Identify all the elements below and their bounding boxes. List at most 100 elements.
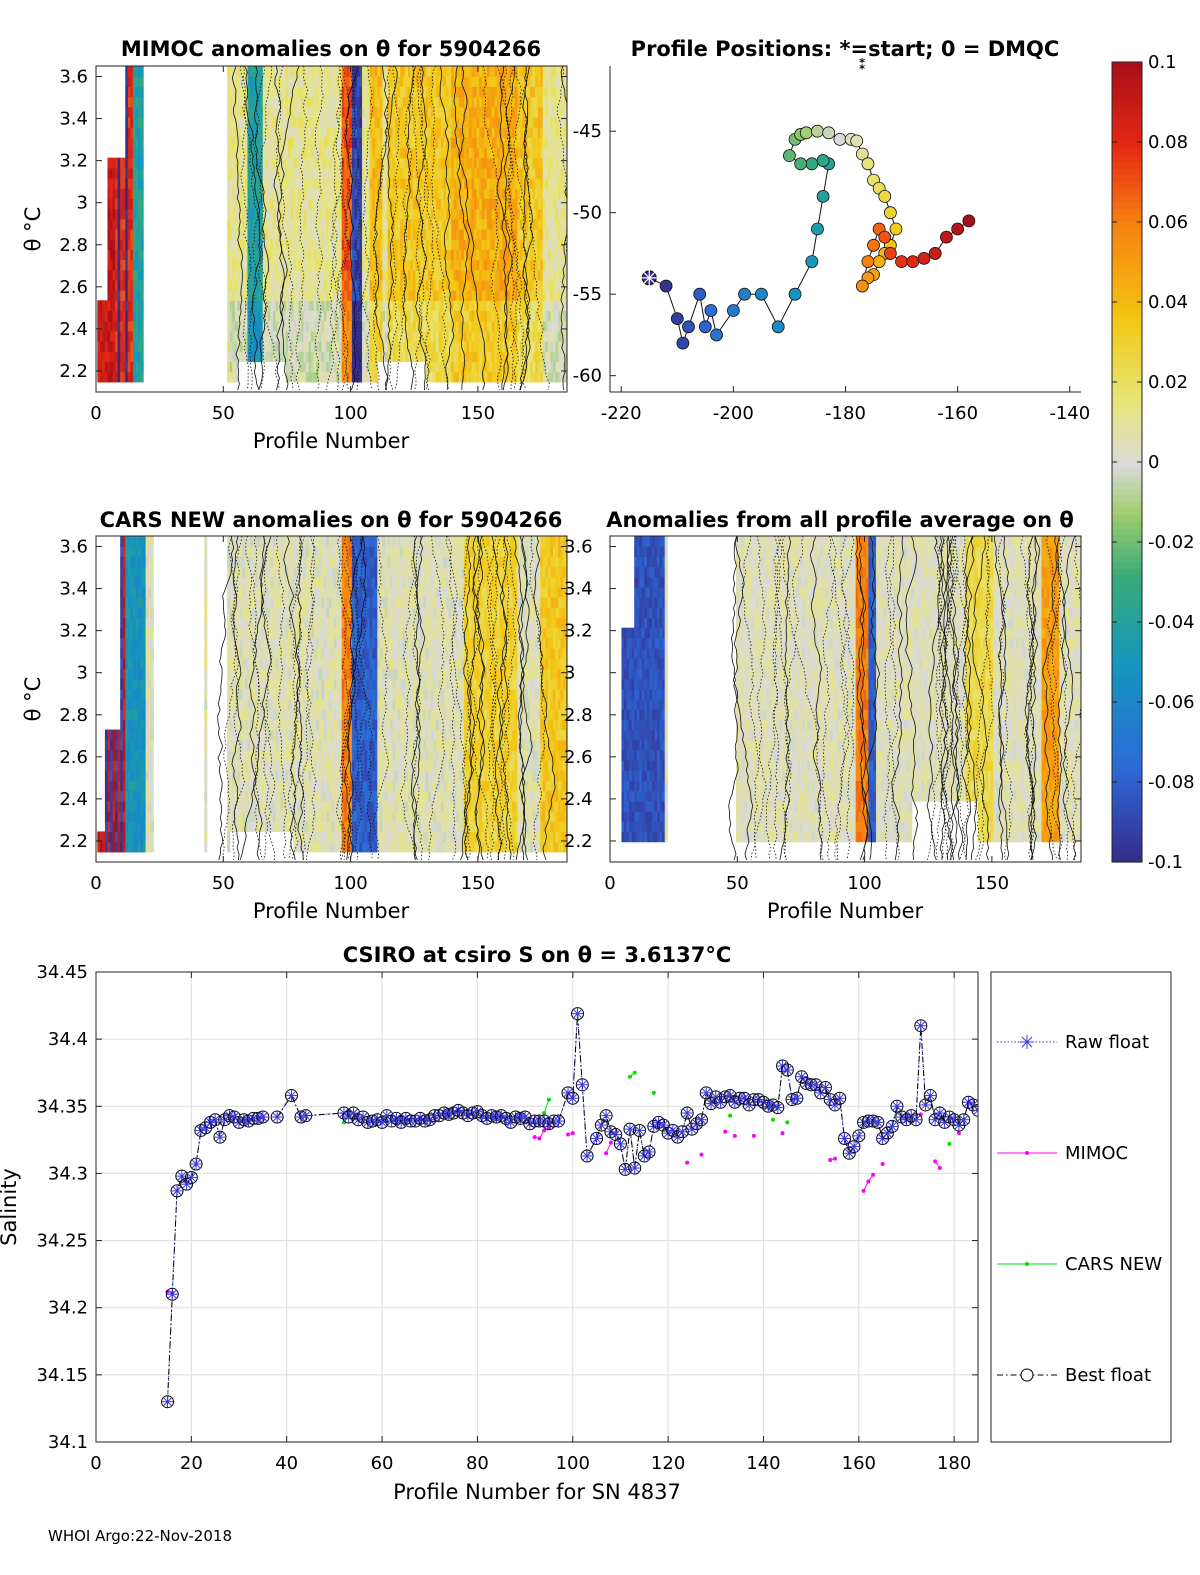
heatmap-cell bbox=[130, 76, 134, 87]
heatmap-cell bbox=[300, 188, 305, 200]
heatmap-cell bbox=[125, 800, 129, 812]
heatmap-cell bbox=[334, 330, 338, 342]
heatmap-cell bbox=[227, 157, 231, 169]
heatmap-cell bbox=[311, 371, 315, 383]
heatmap-cell bbox=[122, 320, 126, 332]
heatmap-cell bbox=[397, 147, 401, 159]
colorbar-band bbox=[1112, 535, 1142, 543]
heatmap-cell bbox=[138, 76, 142, 87]
heatmap-cell bbox=[275, 279, 279, 291]
heatmap-cell bbox=[267, 269, 271, 281]
heatmap-cell bbox=[560, 310, 564, 322]
heatmap-cell bbox=[519, 147, 524, 159]
colorbar-band bbox=[1112, 508, 1142, 516]
heatmap-cell bbox=[346, 137, 350, 149]
heatmap-cell bbox=[410, 76, 414, 87]
heatmap-cell bbox=[379, 300, 384, 312]
colorbar-band bbox=[1112, 682, 1142, 690]
heatmap-cell bbox=[486, 106, 490, 118]
heatmap-cell bbox=[517, 137, 521, 149]
heatmap-cell bbox=[390, 320, 394, 332]
heatmap-cell bbox=[270, 351, 274, 363]
heatmap-cell bbox=[435, 279, 440, 291]
heatmap-cell bbox=[382, 188, 386, 200]
heatmap-cell bbox=[558, 310, 562, 322]
heatmap-cell bbox=[239, 218, 243, 230]
heatmap-cell bbox=[494, 218, 498, 230]
heatmap-cell bbox=[316, 188, 320, 200]
heatmap-cell bbox=[387, 96, 391, 108]
heatmap-cell bbox=[496, 310, 501, 322]
heatmap-cell bbox=[412, 198, 417, 210]
heatmap-cell bbox=[278, 66, 282, 77]
contour-line bbox=[430, 66, 450, 391]
heatmap-cell bbox=[334, 269, 338, 281]
heatmap-cell bbox=[405, 249, 409, 261]
heatmap-cell bbox=[540, 178, 544, 189]
heatmap-cell bbox=[270, 188, 274, 200]
heatmap-cell bbox=[229, 208, 233, 220]
heatmap-cell bbox=[115, 167, 119, 179]
heatmap-cell bbox=[390, 239, 394, 250]
heatmap-cell bbox=[489, 208, 493, 220]
heatmap-cell bbox=[326, 178, 330, 189]
heatmap-cell bbox=[318, 137, 322, 149]
heatmap-cell bbox=[130, 330, 134, 342]
heatmap-cell bbox=[323, 116, 328, 128]
heatmap-cell bbox=[326, 66, 330, 77]
heatmap-cell bbox=[524, 208, 529, 220]
heatmap-cell bbox=[321, 208, 325, 220]
heatmap-cell bbox=[275, 239, 279, 250]
heatmap-cell bbox=[334, 106, 338, 118]
heatmap-cell bbox=[379, 208, 384, 220]
mimoc-contours bbox=[231, 66, 567, 391]
heatmap-cell bbox=[453, 259, 457, 271]
heatmap-cell bbox=[122, 770, 126, 782]
heatmap-cell bbox=[244, 239, 249, 250]
heatmap-cell bbox=[433, 157, 437, 169]
heatmap-cell bbox=[466, 341, 470, 352]
heatmap-cell bbox=[489, 310, 493, 322]
heatmap-cell bbox=[412, 341, 417, 352]
x-tick-label: -140 bbox=[1049, 403, 1090, 424]
heatmap-cell bbox=[428, 147, 432, 159]
heatmap-cell bbox=[392, 188, 396, 200]
heatmap-cell bbox=[476, 341, 480, 352]
heatmap-cell bbox=[306, 249, 310, 261]
heatmap-cell bbox=[481, 361, 485, 373]
heatmap-cell bbox=[565, 127, 567, 138]
x-tick-label: 0 bbox=[90, 403, 101, 424]
heatmap-cell bbox=[517, 116, 521, 128]
heatmap-cell bbox=[423, 116, 427, 128]
heatmap-cell bbox=[535, 351, 539, 363]
heatmap-cell bbox=[550, 371, 554, 383]
heatmap-cell bbox=[97, 831, 101, 843]
heatmap-cell bbox=[306, 320, 310, 332]
heatmap-cell bbox=[468, 178, 473, 189]
heatmap-cell bbox=[115, 821, 119, 833]
contour-line bbox=[513, 66, 550, 391]
heatmap-cell bbox=[130, 310, 134, 322]
heatmap-cell bbox=[120, 536, 124, 547]
heatmap-cell bbox=[290, 239, 294, 250]
colorbar-band bbox=[1112, 768, 1142, 776]
heatmap-cell bbox=[496, 341, 501, 352]
heatmap-cell bbox=[285, 106, 289, 118]
heatmap-cell bbox=[306, 290, 310, 301]
heatmap-cell bbox=[229, 116, 233, 128]
heatmap-cell bbox=[127, 96, 131, 108]
heatmap-cell bbox=[504, 300, 508, 312]
heatmap-cell bbox=[306, 371, 310, 383]
heatmap-cell bbox=[328, 157, 333, 169]
heatmap-cell bbox=[451, 86, 455, 98]
heatmap-cell bbox=[468, 310, 473, 322]
heatmap-cell bbox=[115, 269, 119, 281]
heatmap-cell bbox=[430, 137, 434, 149]
heatmap-cell bbox=[247, 290, 251, 301]
heatmap-cell bbox=[308, 351, 312, 363]
heatmap-cell bbox=[443, 66, 447, 77]
heatmap-cell bbox=[402, 76, 406, 87]
heatmap-cell bbox=[283, 341, 287, 352]
heatmap-cell bbox=[346, 86, 350, 98]
heatmap-cell bbox=[384, 330, 389, 342]
